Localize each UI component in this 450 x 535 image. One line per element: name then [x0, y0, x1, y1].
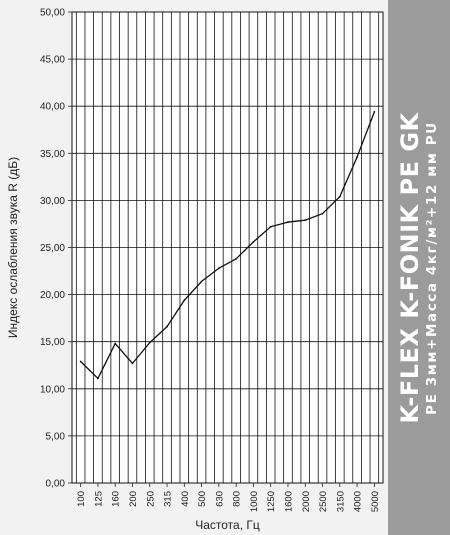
x-tick-label: 800: [232, 491, 243, 507]
y-tick-label: 30,00: [40, 196, 65, 207]
data-point: [79, 360, 82, 363]
y-tick-label: 15,00: [40, 337, 65, 348]
x-tick-label: 4000: [353, 491, 364, 512]
y-tick-label: 50,00: [40, 8, 65, 19]
y-tick-label: 10,00: [40, 384, 65, 395]
data-point: [131, 362, 134, 365]
x-tick-label: 3150: [335, 491, 346, 512]
x-tick-label: 125: [93, 491, 104, 507]
y-tick-label: 35,00: [40, 149, 65, 160]
data-point: [148, 341, 151, 344]
brand-subtitle: PE 3мм+Масса 4кг/м²+12 мм PU: [424, 121, 440, 415]
x-tick-label: 400: [180, 491, 191, 507]
data-point: [166, 325, 168, 328]
x-axis-title: Частота, Гц: [195, 518, 260, 532]
brand-title: K-FLEX K-FONIK PE GK: [396, 112, 424, 424]
series-line: [80, 111, 375, 380]
y-axis-title: Индекс ослабления звука R (дБ): [6, 157, 20, 338]
data-point: [287, 221, 289, 223]
data-point: [252, 240, 255, 243]
data-point: [97, 377, 99, 380]
data-point: [321, 212, 324, 215]
x-tick-label: 2500: [318, 491, 329, 512]
data-point: [269, 225, 272, 228]
brand-label: K-FLEX K-FONIK PE GK PE 3мм+Масса 4кг/м²…: [396, 112, 441, 424]
line-chart: 0,00 5,00 10,00 15,00 20,00 25,00 30,00 35,00 40…: [6, 8, 384, 532]
x-tick-label: 5000: [370, 491, 381, 512]
x-tick-label: 250: [145, 491, 156, 507]
data-point: [338, 195, 341, 198]
x-tick-label: 160: [111, 491, 122, 507]
data-point: [304, 219, 307, 222]
data-point: [217, 267, 220, 270]
data-point: [373, 110, 376, 113]
x-tick-label: 200: [128, 491, 139, 507]
x-tick-label: 630: [214, 491, 225, 507]
y-tick-label: 0,00: [46, 479, 66, 490]
y-tick-label: 40,00: [40, 102, 65, 113]
data-points: [79, 110, 376, 380]
y-tick-label: 25,00: [40, 243, 65, 254]
data-point: [200, 280, 203, 283]
x-tick-label: 1250: [266, 491, 277, 512]
x-tick-label: 2000: [301, 491, 312, 512]
x-axis-ticks: 100 125 160 200 250 315 400 500 630 800 1000 1250 16…: [76, 483, 381, 512]
data-point: [183, 299, 186, 302]
y-tick-label: 5,00: [46, 431, 66, 442]
data-point: [235, 257, 238, 260]
x-tick-label: 500: [197, 491, 208, 507]
x-tick-label: 1000: [249, 491, 260, 512]
data-point: [356, 156, 358, 158]
x-tick-label: 1600: [283, 491, 294, 512]
x-tick-label: 315: [163, 491, 174, 507]
y-axis-ticks: 0,00 5,00 10,00 15,00 20,00 25,00 30,00 35,00 40…: [40, 8, 72, 490]
brand-panel: [388, 0, 450, 535]
x-tick-label: 100: [76, 491, 87, 507]
y-tick-label: 20,00: [40, 290, 65, 301]
data-point: [114, 342, 117, 345]
y-tick-label: 45,00: [40, 55, 65, 66]
